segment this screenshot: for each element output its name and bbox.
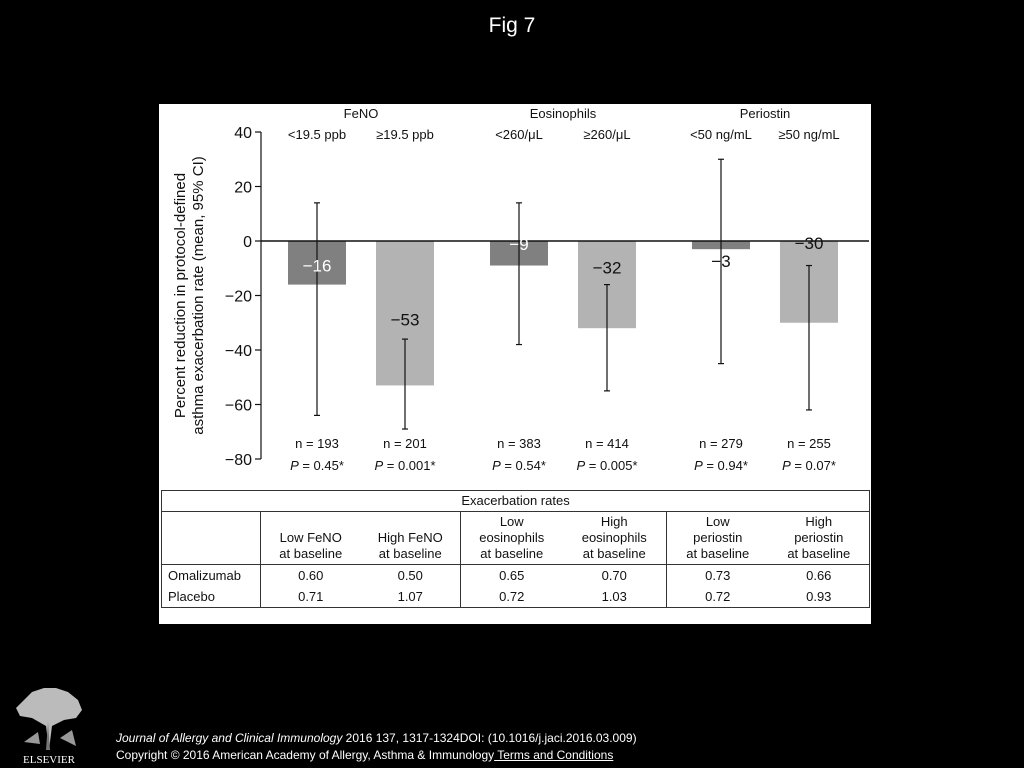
table-column-header: High eosinophils at baseline	[562, 511, 667, 565]
table-cell: 0.93	[768, 586, 871, 608]
category-label: <260/μL	[495, 127, 543, 142]
n-label: n = 383	[497, 436, 541, 451]
y-tick-label: 40	[234, 125, 252, 142]
p-value-label: P = 0.45*	[290, 458, 344, 473]
table-cell: 1.03	[562, 586, 667, 608]
value-label: −32	[593, 259, 622, 278]
table-cell: 0.73	[666, 564, 769, 586]
category-label: ≥50 ng/mL	[778, 127, 839, 142]
n-label: n = 193	[295, 436, 339, 451]
p-value-label: P = 0.005*	[576, 458, 637, 473]
terms-and-conditions-link[interactable]: Terms and Conditions	[494, 748, 614, 762]
table-row: Placebo 0.71 1.07 0.72 1.03 0.72 0.93	[161, 586, 871, 608]
category-label: <19.5 ppb	[288, 127, 346, 142]
table-row-label: Placebo	[161, 586, 261, 608]
table-cell: 0.65	[460, 564, 563, 586]
p-value-label: P = 0.07*	[782, 458, 836, 473]
category-label: ≥19.5 ppb	[376, 127, 434, 142]
n-label: n = 279	[699, 436, 743, 451]
table-row: Omalizumab 0.60 0.50 0.65 0.70 0.73 0.66	[161, 564, 871, 586]
y-axis-label-line1: Percent reduction in protocol-defined	[172, 173, 189, 418]
value-label: −9	[509, 235, 528, 254]
p-value-label: P = 0.94*	[694, 458, 748, 473]
value-label: −16	[303, 257, 332, 276]
n-label: n = 255	[787, 436, 831, 451]
table-column-header: Low periostin at baseline	[666, 511, 769, 565]
figure-panel: Percent reduction in protocol-defined ast…	[159, 104, 871, 624]
table-cell: 0.66	[768, 564, 871, 586]
group-header: FeNO	[344, 106, 379, 121]
table-column-header: Low eosinophils at baseline	[460, 511, 563, 565]
y-tick-label: 20	[234, 180, 252, 197]
p-value-label: P = 0.001*	[374, 458, 435, 473]
table-cell: 0.60	[260, 564, 361, 586]
value-label: −30	[795, 234, 824, 253]
table-caption: Exacerbation rates	[160, 490, 871, 512]
slide-title: Fig 7	[488, 14, 536, 37]
table-column-header: High FeNO at baseline	[360, 511, 461, 565]
table-cell: 0.70	[562, 564, 667, 586]
table-cell: 0.72	[666, 586, 769, 608]
table-corner-cell	[161, 511, 261, 565]
elsevier-logo: ELSEVIER	[10, 682, 88, 766]
value-label: −3	[711, 252, 730, 271]
footer-copyright: Copyright © 2016 American Academy of All…	[116, 748, 613, 762]
table-cell: 1.07	[360, 586, 461, 608]
value-label: −53	[391, 310, 420, 329]
citation-journal: Journal of Allergy and Clinical Immunolo…	[116, 731, 343, 745]
table-header-row: Low FeNO at baseline High FeNO at baselin…	[161, 511, 871, 565]
exacerbation-rates-table: Exacerbation rates Low FeNO at baseline H…	[160, 490, 871, 608]
y-tick-label: 0	[243, 234, 252, 251]
table-cell: 0.50	[360, 564, 461, 586]
n-label: n = 201	[383, 436, 427, 451]
y-tick-label: −20	[225, 289, 252, 306]
group-header: Periostin	[740, 106, 791, 121]
table-column-header: Low FeNO at baseline	[260, 511, 361, 565]
y-axis-label-line2: asthma exacerbation rate (mean, 95% CI)	[190, 156, 207, 434]
p-value-label: P = 0.54*	[492, 458, 546, 473]
elsevier-logo-text: ELSEVIER	[23, 754, 76, 766]
n-label: n = 414	[585, 436, 629, 451]
table-row-label: Omalizumab	[161, 564, 261, 586]
y-tick-label: −80	[225, 452, 252, 469]
y-tick-label: −60	[225, 398, 252, 415]
table-cell: 0.71	[260, 586, 361, 608]
copyright-text: Copyright © 2016 American Academy of All…	[116, 748, 495, 762]
group-header: Eosinophils	[530, 106, 597, 121]
y-tick-label: −40	[225, 343, 252, 360]
citation-details: 2016 137, 1317-1324DOI: (10.1016/j.jaci.…	[342, 731, 637, 745]
bar-chart: Percent reduction in protocol-defined ast…	[172, 106, 869, 473]
category-label: ≥260/μL	[583, 127, 630, 142]
table-column-header: High periostin at baseline	[768, 511, 871, 565]
table-cell: 0.72	[460, 586, 563, 608]
footer-citation: Journal of Allergy and Clinical Immunolo…	[116, 731, 637, 745]
category-label: <50 ng/mL	[690, 127, 752, 142]
